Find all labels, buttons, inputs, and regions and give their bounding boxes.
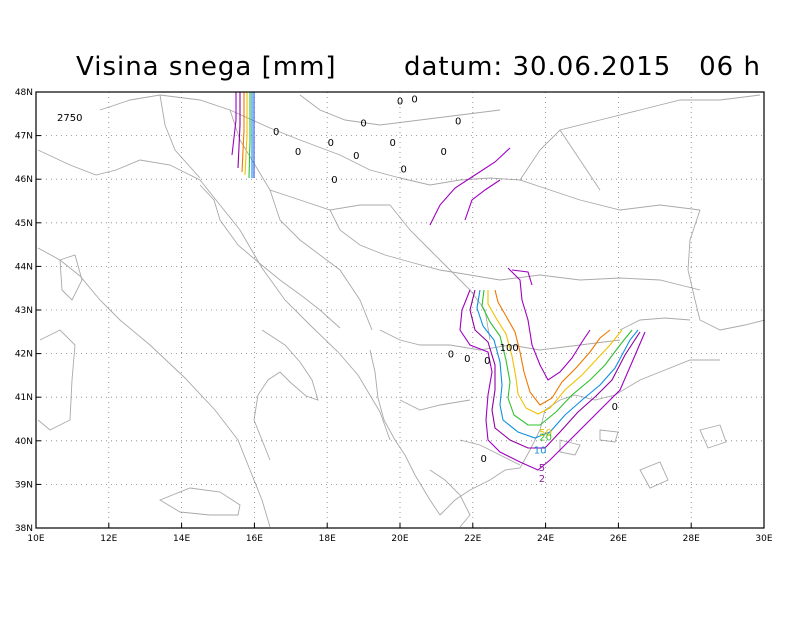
map-frame-dash [35,91,765,529]
x-tick-label: 12E [100,534,117,544]
contour-value-label: 10 [534,446,547,457]
snow-depth-contours [231,92,646,471]
zero-value-label: 0 [328,138,334,149]
contour-10-balkan [476,289,639,439]
zero-value-label: 0 [390,138,396,149]
contour-value-label: 20 [539,432,552,443]
contour-5-balkan [469,289,641,449]
y-tick-label: 45N [15,219,33,229]
x-tick-label: 24E [537,534,554,544]
zero-value-label: 0 [397,97,403,108]
x-tick-label: 20E [391,534,408,544]
y-tick-label: 48N [15,88,33,98]
x-tick-label: 14E [173,534,190,544]
zero-value-label: 0 [455,116,461,127]
zero-value-label: 0 [484,356,490,367]
zero-value-label: 0 [464,354,470,365]
contour-2-carpathian-a [429,147,511,226]
contour-2-inner-b [511,269,533,286]
contour-value-label: 50 [539,428,552,439]
zero-value-label: 0 [331,175,337,186]
x-tick-label: 30E [755,534,772,544]
contour-value-label: 100 [500,343,519,354]
contour-100-balkan [494,289,611,406]
contour-value-label: 5 [539,463,545,474]
y-tick-label: 42N [15,350,33,360]
zero-value-label: 0 [440,147,446,158]
contour-2-alps [231,92,237,156]
y-tick-label: 38N [15,524,33,534]
x-tick-label: 18E [319,534,336,544]
zero-value-label: 0 [400,164,406,175]
y-tick-label: 47N [15,132,33,142]
zero-value-label: 0 [353,151,359,162]
x-tick-label: 22E [464,534,481,544]
y-tick-label: 44N [15,262,33,272]
y-tick-label: 40N [15,437,33,447]
y-tick-label: 41N [15,393,33,403]
zero-value-label: 0 [295,147,301,158]
zero-value-label: 0 [273,127,279,138]
contour-2-inner-balkan [507,267,591,381]
contour-20-alps [248,92,251,179]
x-tick-label: 28E [683,534,700,544]
zero-value-label: 0 [411,95,417,106]
y-tick-label: 46N [15,175,33,185]
x-tick-label: 10E [27,534,44,544]
x-tick-label: 16E [246,534,263,544]
contour-20-balkan [481,289,633,426]
contour-value-label: 2 [539,474,545,485]
map-title: Visina snega [mm] [76,52,337,82]
zero-value-label: 0 [448,350,454,361]
contour-50-alps [244,92,248,176]
contour-50-balkan [487,290,623,415]
zero-value-label: 0 [481,454,487,465]
map-date: datum: 30.06.2015 06 h [404,52,761,82]
y-tick-label: 39N [15,480,33,490]
contour-100-alps [241,92,245,173]
contour-2-carpathian-b [464,179,501,221]
coastlines-and-borders [37,94,766,528]
y-tick-label: 43N [15,306,33,316]
contour-5-alps [237,92,241,169]
corner-value-label: 2750 [57,113,82,124]
zero-value-label: 0 [612,402,618,413]
lat-lon-grid [35,91,765,529]
zero-value-label: 0 [360,119,366,130]
x-tick-label: 26E [610,534,627,544]
contour-2-balkan [459,289,646,471]
